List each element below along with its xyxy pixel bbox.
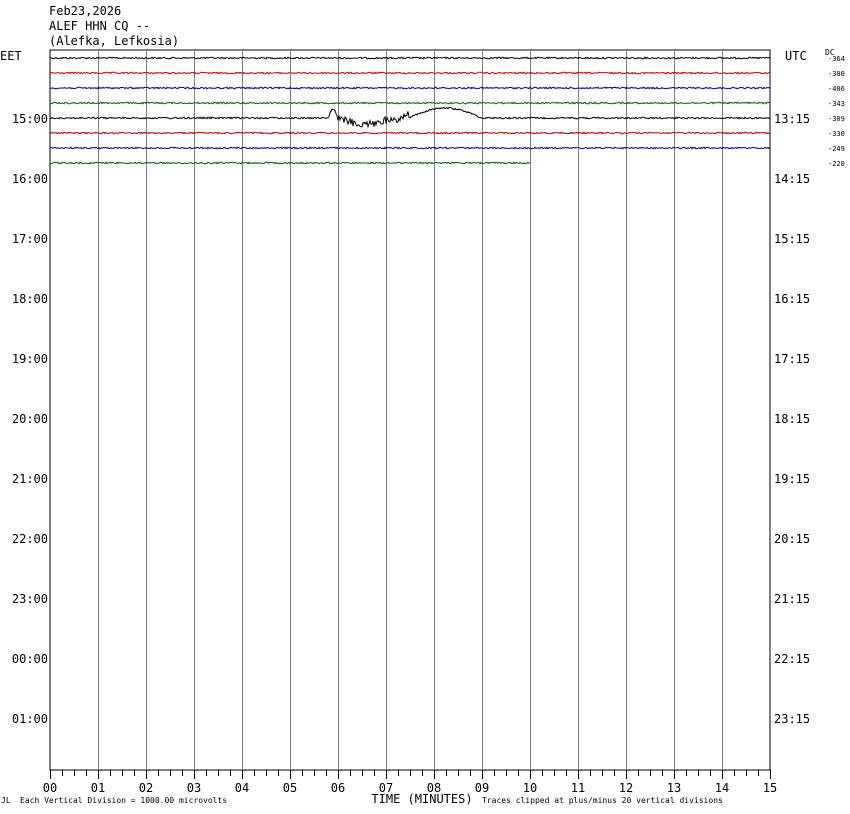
right-hour-label: 14:15 [774, 172, 810, 186]
right-hour-label: 23:15 [774, 712, 810, 726]
x-tick-label: 10 [523, 781, 537, 795]
right-hour-label: 22:15 [774, 652, 810, 666]
x-tick-label: 13 [667, 781, 681, 795]
x-tick-label: 14 [715, 781, 729, 795]
seismic-trace [49, 131, 771, 135]
x-tick-label: 06 [331, 781, 345, 795]
x-tick-label: 08 [427, 781, 441, 795]
corner-mark: JL [1, 796, 11, 805]
left-timezone-label: EET [0, 49, 22, 63]
seismic-trace [49, 146, 771, 150]
dc-offset-label: -406 [828, 85, 845, 93]
x-tick-label: 03 [187, 781, 201, 795]
x-axis-label: TIME (MINUTES) [371, 792, 472, 806]
x-tick-label: 01 [91, 781, 105, 795]
date-label: Feb23,2026 [49, 4, 122, 18]
right-hour-label: 15:15 [774, 232, 810, 246]
x-tick-label: 09 [475, 781, 489, 795]
location-label: (Alefka, Lefkosia) [49, 34, 180, 48]
left-hour-label: 00:00 [12, 652, 48, 666]
left-hour-label: 16:00 [12, 172, 48, 186]
seismic-trace [49, 101, 771, 105]
dc-offset-label: -330 [828, 130, 845, 138]
seismic-trace [49, 56, 771, 60]
left-hour-label: 01:00 [12, 712, 48, 726]
dc-offset-label: -364 [828, 55, 845, 63]
left-hour-label: 21:00 [12, 472, 48, 486]
plot-frame [49, 49, 771, 771]
right-hour-label: 21:15 [774, 592, 810, 606]
dc-offset-label: -380 [828, 70, 845, 78]
right-hour-label: 20:15 [774, 532, 810, 546]
x-tick-label: 05 [283, 781, 297, 795]
left-hour-label: 20:00 [12, 412, 48, 426]
clip-note: Traces clipped at plus/minus 20 vertical… [482, 796, 723, 805]
x-tick-label: 00 [43, 781, 57, 795]
x-tick-label: 15 [763, 781, 777, 795]
right-hour-label: 16:15 [774, 292, 810, 306]
left-hour-label: 22:00 [12, 532, 48, 546]
dc-label: DC [825, 48, 835, 57]
left-hour-label: 23:00 [12, 592, 48, 606]
left-hour-label: 19:00 [12, 352, 48, 366]
seismic-trace [49, 71, 771, 75]
left-hour-label: 17:00 [12, 232, 48, 246]
station-label: ALEF HHN CQ -- [49, 19, 151, 33]
dc-offset-label: -249 [828, 145, 845, 153]
left-hour-label: 15:00 [12, 112, 48, 126]
right-hour-label: 19:15 [774, 472, 810, 486]
right-hour-label: 18:15 [774, 412, 810, 426]
dc-offset-label: -343 [828, 100, 845, 108]
x-tick-label: 12 [619, 781, 633, 795]
right-timezone-label: UTC [785, 49, 807, 63]
seismic-trace [49, 106, 771, 129]
dc-offset-label: -309 [828, 115, 845, 123]
right-hour-label: 17:15 [774, 352, 810, 366]
x-tick-label: 11 [571, 781, 585, 795]
x-tick-label: 04 [235, 781, 249, 795]
left-hour-label: 18:00 [12, 292, 48, 306]
x-tick-label: 07 [379, 781, 393, 795]
scale-note: Each Vertical Division = 1000.00 microvo… [20, 796, 228, 805]
seismic-trace [49, 86, 771, 90]
x-tick-label: 02 [139, 781, 153, 795]
right-hour-label: 13:15 [774, 112, 810, 126]
seismic-trace [49, 161, 531, 165]
dc-offset-label: -220 [828, 160, 845, 168]
